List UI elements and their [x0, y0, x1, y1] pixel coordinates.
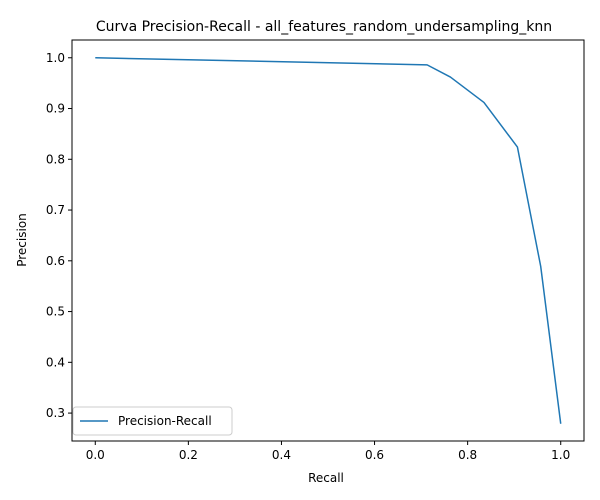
- legend-label: Precision-Recall: [118, 414, 212, 428]
- x-axis-label: Recall: [308, 471, 344, 485]
- chart-title: Curva Precision-Recall - all_features_ra…: [96, 19, 552, 35]
- x-tick-label: 0.8: [458, 448, 477, 462]
- x-tick-label: 0.0: [86, 448, 105, 462]
- x-tick-label: 0.6: [365, 448, 384, 462]
- series-line-precision-recall: [95, 57, 562, 424]
- series-layer: [95, 57, 562, 424]
- y-tick-label: 0.5: [46, 305, 65, 319]
- y-tick-label: 0.6: [46, 254, 65, 268]
- y-axis-label: Precision: [15, 213, 29, 267]
- y-tick-label: 1.0: [46, 51, 65, 65]
- y-axis-ticks: 0.3 0.4 0.5 0.6 0.7 0.8 0.9 1.0: [46, 51, 72, 420]
- plot-frame: [71, 39, 585, 442]
- y-tick-label: 0.7: [46, 203, 65, 217]
- x-axis-ticks: 0.0 0.2 0.4 0.6 0.8 1.0: [86, 441, 570, 462]
- x-tick-label: 1.0: [551, 448, 570, 462]
- legend: Precision-Recall: [72, 406, 233, 436]
- y-tick-label: 0.3: [46, 406, 65, 420]
- x-tick-label: 0.4: [272, 448, 291, 462]
- x-tick-label: 0.2: [179, 448, 198, 462]
- y-tick-label: 0.9: [46, 102, 65, 116]
- legend-box: [72, 406, 233, 436]
- y-tick-label: 0.8: [46, 152, 65, 166]
- y-tick-label: 0.4: [46, 355, 65, 369]
